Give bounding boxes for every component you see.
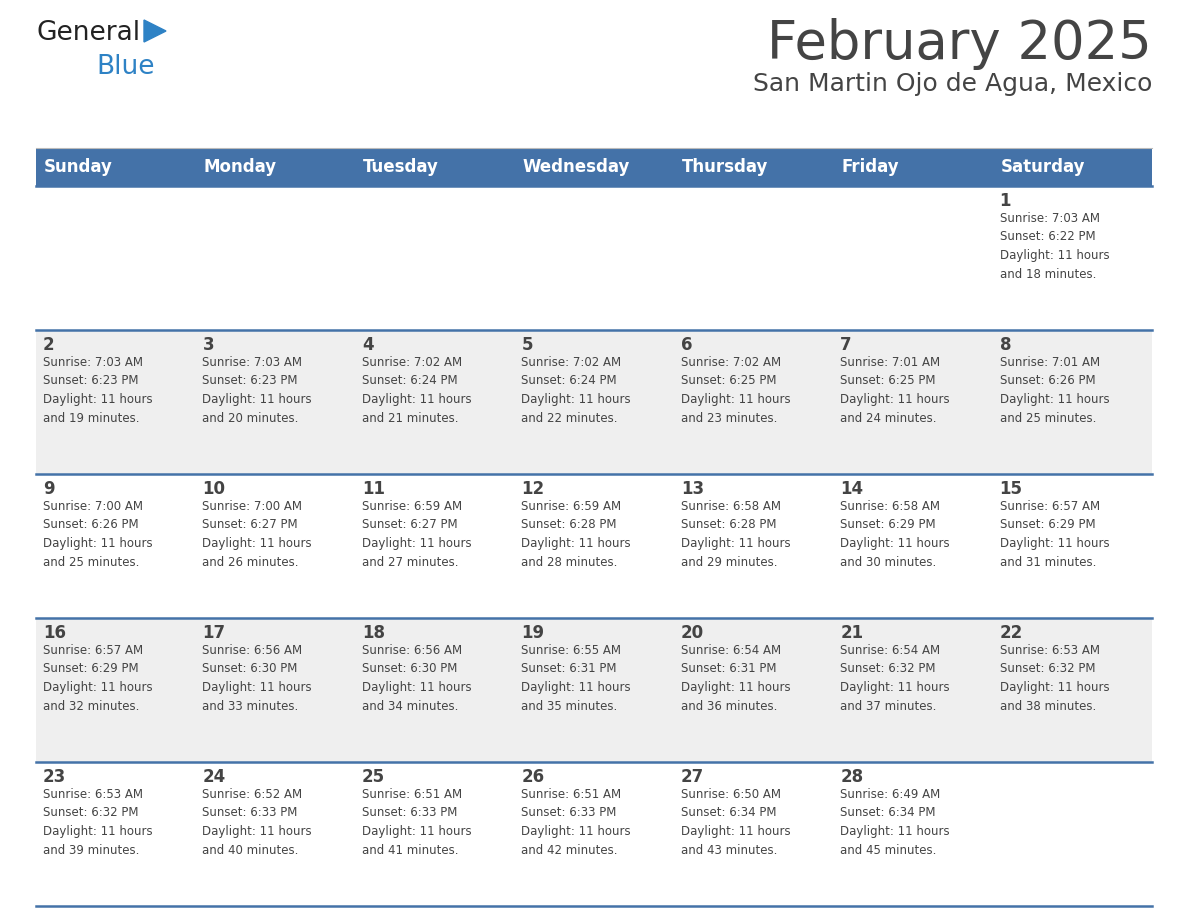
- Text: Sunrise: 6:50 AM
Sunset: 6:34 PM
Daylight: 11 hours
and 43 minutes.: Sunrise: 6:50 AM Sunset: 6:34 PM Dayligh…: [681, 788, 790, 856]
- Text: Monday: Monday: [203, 158, 277, 176]
- Text: 19: 19: [522, 624, 544, 642]
- Text: San Martin Ojo de Agua, Mexico: San Martin Ojo de Agua, Mexico: [753, 72, 1152, 96]
- Text: 9: 9: [43, 480, 55, 498]
- Text: Sunrise: 7:03 AM
Sunset: 6:22 PM
Daylight: 11 hours
and 18 minutes.: Sunrise: 7:03 AM Sunset: 6:22 PM Dayligh…: [999, 212, 1110, 281]
- Text: 15: 15: [999, 480, 1023, 498]
- Text: 14: 14: [840, 480, 864, 498]
- Text: Sunrise: 7:02 AM
Sunset: 6:24 PM
Daylight: 11 hours
and 21 minutes.: Sunrise: 7:02 AM Sunset: 6:24 PM Dayligh…: [362, 356, 472, 424]
- Text: Sunrise: 6:53 AM
Sunset: 6:32 PM
Daylight: 11 hours
and 39 minutes.: Sunrise: 6:53 AM Sunset: 6:32 PM Dayligh…: [43, 788, 152, 856]
- Text: Sunrise: 6:55 AM
Sunset: 6:31 PM
Daylight: 11 hours
and 35 minutes.: Sunrise: 6:55 AM Sunset: 6:31 PM Dayligh…: [522, 644, 631, 712]
- Text: Sunrise: 7:02 AM
Sunset: 6:25 PM
Daylight: 11 hours
and 23 minutes.: Sunrise: 7:02 AM Sunset: 6:25 PM Dayligh…: [681, 356, 790, 424]
- Text: Tuesday: Tuesday: [362, 158, 438, 176]
- Text: Sunrise: 7:00 AM
Sunset: 6:26 PM
Daylight: 11 hours
and 25 minutes.: Sunrise: 7:00 AM Sunset: 6:26 PM Dayligh…: [43, 500, 152, 568]
- Text: Sunrise: 7:00 AM
Sunset: 6:27 PM
Daylight: 11 hours
and 26 minutes.: Sunrise: 7:00 AM Sunset: 6:27 PM Dayligh…: [202, 500, 312, 568]
- Text: 12: 12: [522, 480, 544, 498]
- Text: Sunrise: 6:56 AM
Sunset: 6:30 PM
Daylight: 11 hours
and 33 minutes.: Sunrise: 6:56 AM Sunset: 6:30 PM Dayligh…: [202, 644, 312, 712]
- Text: 27: 27: [681, 768, 704, 786]
- Text: 21: 21: [840, 624, 864, 642]
- Text: Sunrise: 6:56 AM
Sunset: 6:30 PM
Daylight: 11 hours
and 34 minutes.: Sunrise: 6:56 AM Sunset: 6:30 PM Dayligh…: [362, 644, 472, 712]
- Bar: [36, 330, 1152, 474]
- Text: Thursday: Thursday: [682, 158, 769, 176]
- Text: Sunday: Sunday: [44, 158, 113, 176]
- Text: Sunrise: 6:53 AM
Sunset: 6:32 PM
Daylight: 11 hours
and 38 minutes.: Sunrise: 6:53 AM Sunset: 6:32 PM Dayligh…: [999, 644, 1110, 712]
- Text: 17: 17: [202, 624, 226, 642]
- Text: 11: 11: [362, 480, 385, 498]
- Text: 7: 7: [840, 336, 852, 354]
- Text: 23: 23: [43, 768, 67, 786]
- Bar: [36, 762, 1152, 906]
- Bar: [36, 618, 1152, 762]
- Text: 5: 5: [522, 336, 532, 354]
- Text: 8: 8: [999, 336, 1011, 354]
- Text: 10: 10: [202, 480, 226, 498]
- Text: Sunrise: 6:59 AM
Sunset: 6:28 PM
Daylight: 11 hours
and 28 minutes.: Sunrise: 6:59 AM Sunset: 6:28 PM Dayligh…: [522, 500, 631, 568]
- Text: Sunrise: 7:03 AM
Sunset: 6:23 PM
Daylight: 11 hours
and 19 minutes.: Sunrise: 7:03 AM Sunset: 6:23 PM Dayligh…: [43, 356, 152, 424]
- Text: Sunrise: 6:59 AM
Sunset: 6:27 PM
Daylight: 11 hours
and 27 minutes.: Sunrise: 6:59 AM Sunset: 6:27 PM Dayligh…: [362, 500, 472, 568]
- Text: 28: 28: [840, 768, 864, 786]
- Text: Sunrise: 6:54 AM
Sunset: 6:31 PM
Daylight: 11 hours
and 36 minutes.: Sunrise: 6:54 AM Sunset: 6:31 PM Dayligh…: [681, 644, 790, 712]
- Text: Sunrise: 6:54 AM
Sunset: 6:32 PM
Daylight: 11 hours
and 37 minutes.: Sunrise: 6:54 AM Sunset: 6:32 PM Dayligh…: [840, 644, 949, 712]
- Text: 24: 24: [202, 768, 226, 786]
- Polygon shape: [144, 20, 166, 42]
- Text: 16: 16: [43, 624, 67, 642]
- Text: 25: 25: [362, 768, 385, 786]
- Bar: [36, 474, 1152, 618]
- Text: Sunrise: 7:01 AM
Sunset: 6:26 PM
Daylight: 11 hours
and 25 minutes.: Sunrise: 7:01 AM Sunset: 6:26 PM Dayligh…: [999, 356, 1110, 424]
- Text: Sunrise: 7:01 AM
Sunset: 6:25 PM
Daylight: 11 hours
and 24 minutes.: Sunrise: 7:01 AM Sunset: 6:25 PM Dayligh…: [840, 356, 949, 424]
- Text: Sunrise: 6:58 AM
Sunset: 6:28 PM
Daylight: 11 hours
and 29 minutes.: Sunrise: 6:58 AM Sunset: 6:28 PM Dayligh…: [681, 500, 790, 568]
- Text: Sunrise: 6:57 AM
Sunset: 6:29 PM
Daylight: 11 hours
and 31 minutes.: Sunrise: 6:57 AM Sunset: 6:29 PM Dayligh…: [999, 500, 1110, 568]
- Text: Sunrise: 7:03 AM
Sunset: 6:23 PM
Daylight: 11 hours
and 20 minutes.: Sunrise: 7:03 AM Sunset: 6:23 PM Dayligh…: [202, 356, 312, 424]
- Text: General: General: [36, 20, 140, 46]
- Text: Sunrise: 6:51 AM
Sunset: 6:33 PM
Daylight: 11 hours
and 41 minutes.: Sunrise: 6:51 AM Sunset: 6:33 PM Dayligh…: [362, 788, 472, 856]
- Text: Saturday: Saturday: [1000, 158, 1085, 176]
- Text: 3: 3: [202, 336, 214, 354]
- Text: Sunrise: 6:49 AM
Sunset: 6:34 PM
Daylight: 11 hours
and 45 minutes.: Sunrise: 6:49 AM Sunset: 6:34 PM Dayligh…: [840, 788, 949, 856]
- Text: Sunrise: 6:52 AM
Sunset: 6:33 PM
Daylight: 11 hours
and 40 minutes.: Sunrise: 6:52 AM Sunset: 6:33 PM Dayligh…: [202, 788, 312, 856]
- Text: Friday: Friday: [841, 158, 899, 176]
- Text: 13: 13: [681, 480, 703, 498]
- Text: 18: 18: [362, 624, 385, 642]
- Text: 4: 4: [362, 336, 373, 354]
- Text: 22: 22: [999, 624, 1023, 642]
- Text: Wednesday: Wednesday: [523, 158, 630, 176]
- Bar: [36, 148, 1152, 186]
- Text: Sunrise: 6:58 AM
Sunset: 6:29 PM
Daylight: 11 hours
and 30 minutes.: Sunrise: 6:58 AM Sunset: 6:29 PM Dayligh…: [840, 500, 949, 568]
- Text: Blue: Blue: [96, 54, 154, 80]
- Text: 2: 2: [43, 336, 55, 354]
- Text: February 2025: February 2025: [767, 18, 1152, 70]
- Text: Sunrise: 6:57 AM
Sunset: 6:29 PM
Daylight: 11 hours
and 32 minutes.: Sunrise: 6:57 AM Sunset: 6:29 PM Dayligh…: [43, 644, 152, 712]
- Bar: [36, 186, 1152, 330]
- Text: 20: 20: [681, 624, 703, 642]
- Text: Sunrise: 6:51 AM
Sunset: 6:33 PM
Daylight: 11 hours
and 42 minutes.: Sunrise: 6:51 AM Sunset: 6:33 PM Dayligh…: [522, 788, 631, 856]
- Text: 1: 1: [999, 192, 1011, 210]
- Text: 26: 26: [522, 768, 544, 786]
- Text: 6: 6: [681, 336, 693, 354]
- Text: Sunrise: 7:02 AM
Sunset: 6:24 PM
Daylight: 11 hours
and 22 minutes.: Sunrise: 7:02 AM Sunset: 6:24 PM Dayligh…: [522, 356, 631, 424]
